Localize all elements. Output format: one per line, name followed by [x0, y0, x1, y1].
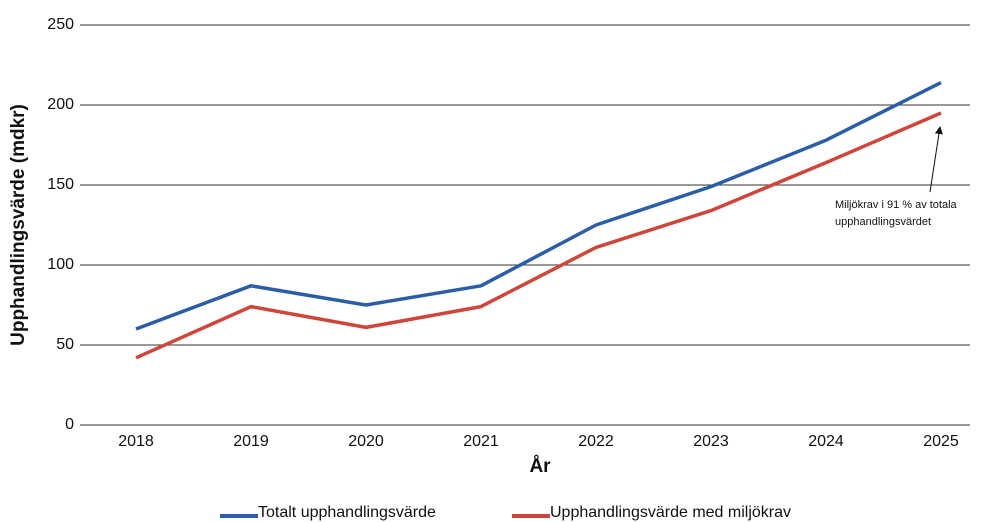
x-tick-label: 2023 [693, 433, 729, 450]
annotation: Miljökrav i 91 % av totala [835, 199, 958, 211]
series-line [135, 81, 942, 331]
y-tick-label: 150 [47, 176, 74, 193]
x-tick-label: 2025 [923, 433, 959, 450]
x-tick-label: 2020 [348, 433, 384, 450]
x-axis-title: År [529, 456, 551, 477]
y-axis-title: Upphandlingsvärde (mdkr) [8, 104, 29, 346]
y-tick-label: 100 [47, 256, 74, 273]
y-tick-label: 250 [47, 16, 74, 33]
x-tick-label: 2018 [118, 433, 154, 450]
x-tick-label: 2024 [808, 433, 844, 450]
x-tick-label: 2021 [463, 433, 499, 450]
legend-label: Totalt upphandlingsvärde [258, 504, 436, 521]
annotation-arrow [929, 126, 943, 193]
legend-label: Upphandlingsvärde med miljökrav [550, 504, 791, 521]
y-tick-label: 0 [65, 416, 74, 433]
x-tick-label: 2019 [233, 433, 269, 450]
annotation: upphandlingsvärdet [835, 216, 931, 228]
y-tick-label: 50 [56, 336, 74, 353]
x-tick-label: 2022 [578, 433, 614, 450]
y-tick-label: 200 [47, 96, 74, 113]
series-line [135, 111, 942, 360]
